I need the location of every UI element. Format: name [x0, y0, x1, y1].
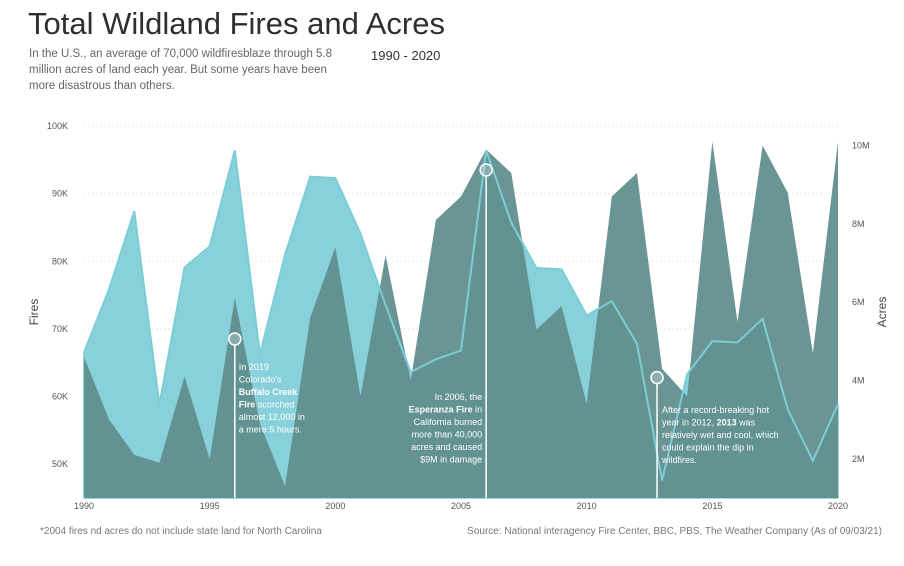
y-axis-title-left: Fires [27, 299, 41, 326]
x-tick-label: 2010 [577, 501, 597, 511]
x-tick-label: 2005 [451, 501, 471, 511]
annotation-text: In 2019 [239, 362, 269, 372]
annotation-marker [650, 370, 664, 385]
y-tick-label-left: 80K [52, 256, 68, 266]
y-tick-label-left: 70K [52, 324, 68, 334]
annotation-marker [479, 163, 493, 177]
annotation-text: Buffalo Creek [239, 387, 299, 397]
annotation-text: acres and caused [411, 442, 482, 452]
annotation-text: Fire scorched [239, 400, 295, 410]
annotation-text: Colorado's [239, 375, 282, 385]
chart-title: Total Wildland Fires and Acres [28, 6, 445, 41]
annotation-text: relatively wet and cool, which [662, 430, 779, 440]
footnote: *2004 fires nd acres do not include stat… [40, 526, 322, 537]
annotation-text: year in 2012, 2013 was [662, 418, 756, 428]
annotation-text: could explain the dip in [662, 443, 754, 453]
annotation-text: $9M in damage [420, 455, 482, 465]
y-tick-label-left: 50K [52, 459, 68, 469]
y-tick-label-left: 100K [47, 121, 68, 131]
y-tick-label-left: 60K [52, 392, 68, 402]
y-tick-label-right: 10M [852, 141, 870, 151]
year-range: 1990 - 2020 [371, 48, 441, 63]
x-tick-label: 1995 [200, 501, 220, 511]
y-axis-title-right: Acres [875, 297, 889, 328]
x-tick-label: 1990 [74, 501, 94, 511]
fires-line [83, 150, 839, 481]
annotation-text: more than 40,000 [412, 430, 483, 440]
y-tick-label-right: 2M [852, 454, 865, 464]
chart-subtitle: In the U.S., an average of 70,000 wildfi… [29, 48, 333, 92]
y-tick-label-left: 90K [52, 189, 68, 199]
annotation-text: almost 12,000 in [239, 412, 305, 422]
x-tick-label: 2015 [702, 501, 722, 511]
wildfire-chart: 50K 60K 70K 80K 90K 100K 2M 4M 6M 8M 10M Fires Acres… [27, 121, 889, 511]
annotation-text: After a record-breaking hot [662, 405, 770, 415]
y-tick-label-right: 6M [852, 297, 865, 307]
annotation-text: Esperanza Fire in [409, 405, 483, 415]
annotation-text: California burned [414, 417, 483, 427]
x-tick-label: 2020 [828, 501, 848, 511]
y-tick-label-right: 8M [852, 219, 865, 229]
annotation-text: In 2006, the [435, 392, 483, 402]
annotation-text: a mere 5 hours. [239, 425, 302, 435]
annotation-marker [228, 332, 242, 346]
x-tick-label: 2000 [325, 501, 345, 511]
y-tick-label-right: 4M [852, 376, 865, 386]
annotation-text: wildfires. [661, 455, 697, 465]
source-note: Source: National interagency Fire Center… [467, 526, 882, 537]
